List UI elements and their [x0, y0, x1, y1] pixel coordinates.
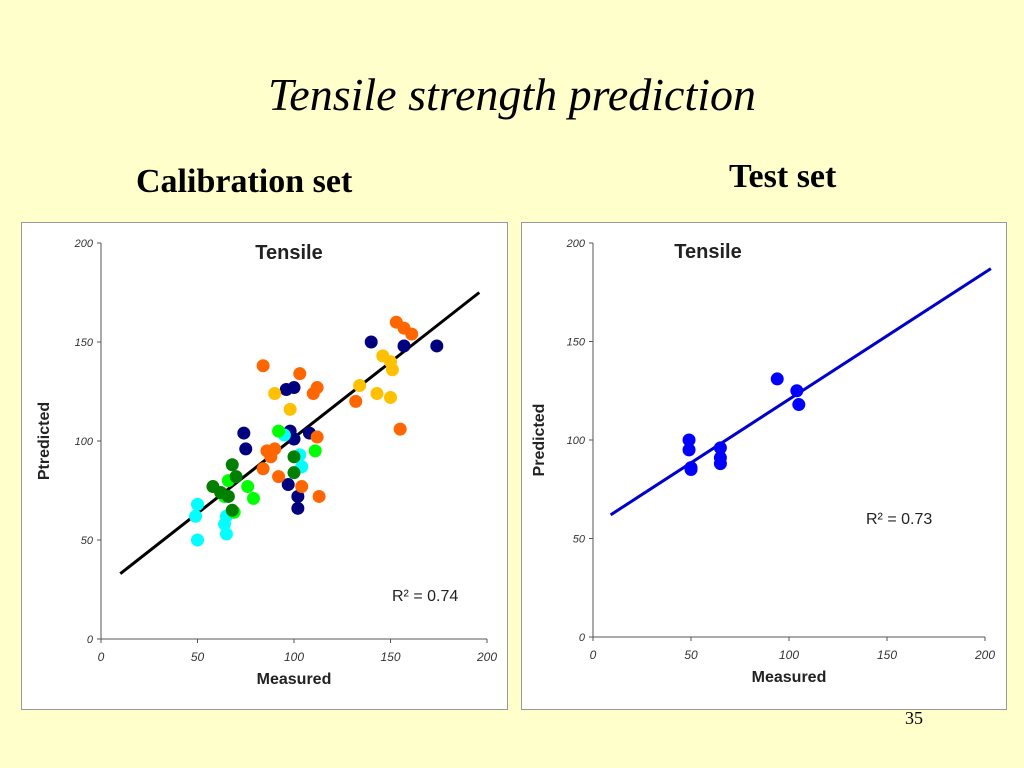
x-tick-label: 0 [98, 650, 105, 664]
data-point [295, 480, 309, 494]
data-point [246, 491, 260, 505]
test-scatter-chart: 0 50 100 150 200 0 50 100 150 200 Tensile Measured P… [531, 238, 995, 686]
r-squared-annotation: R² = 0.74 [392, 588, 458, 605]
data-point [291, 501, 305, 515]
data-point [370, 386, 384, 400]
data-point [225, 458, 239, 472]
data-point [293, 367, 307, 381]
data-point [405, 327, 419, 341]
x-tick-label: 150 [877, 648, 897, 662]
data-point [272, 470, 286, 484]
data-point [283, 402, 297, 416]
data-point [239, 442, 253, 456]
data-point [770, 372, 784, 386]
data-point [291, 489, 305, 503]
x-tick-label: 100 [779, 648, 799, 662]
data-point [384, 390, 397, 404]
data-point [393, 422, 407, 436]
data-point [237, 426, 251, 440]
x-tick-label: 100 [284, 650, 304, 664]
data-point [225, 503, 239, 517]
data-point [682, 443, 696, 457]
calibration-scatter-chart: 0 50 100 150 200 0 50 100 150 200 Tensile Measured P… [36, 238, 497, 688]
data-point [684, 463, 698, 477]
x-tick-label: 200 [974, 648, 995, 662]
y-tick-label: 200 [74, 238, 94, 250]
data-point [272, 424, 286, 438]
data-point [682, 433, 696, 447]
y-axis-label: Predicted [531, 404, 548, 477]
x-tick-label: 0 [590, 648, 597, 662]
data-point [353, 379, 367, 393]
data-point [310, 430, 324, 444]
data-point [191, 497, 204, 511]
data-point [397, 339, 411, 353]
data-point [792, 398, 806, 412]
data-point [219, 527, 233, 541]
x-tick-label: 150 [380, 650, 400, 664]
data-point [790, 384, 804, 398]
x-tick-label: 50 [684, 648, 698, 662]
data-point [189, 509, 203, 523]
chart-title: Tensile [674, 241, 741, 263]
y-tick-label: 100 [75, 436, 94, 448]
data-point [256, 462, 270, 476]
x-axis-label: Measured [752, 669, 827, 686]
data-point [287, 450, 301, 464]
data-point [713, 457, 727, 471]
y-tick-label: 0 [87, 634, 94, 646]
test-set-label: Test set [729, 158, 837, 195]
data-point [308, 444, 322, 458]
data-point [287, 381, 301, 395]
x-tick-label: 200 [476, 650, 497, 664]
data-point [229, 470, 243, 484]
data-point [385, 363, 399, 377]
y-tick-label: 50 [573, 534, 586, 546]
data-point [364, 335, 378, 349]
data-point [281, 478, 295, 492]
page-number: 35 [905, 708, 923, 728]
chart-title: Tensile [255, 242, 322, 264]
y-tick-label: 0 [579, 632, 586, 644]
test-chart-panel: 0 50 100 150 200 0 50 100 150 200 Tensile Measured P… [521, 222, 1007, 710]
y-tick-label: 50 [81, 535, 94, 547]
trend-line [119, 291, 481, 575]
data-point [310, 381, 324, 395]
y-tick-label: 150 [75, 337, 94, 349]
data-point [256, 359, 270, 373]
y-tick-label: 150 [567, 337, 586, 349]
y-tick-label: 200 [566, 238, 586, 250]
data-point [349, 394, 363, 408]
x-axis-label: Measured [257, 671, 332, 688]
x-tick-label: 50 [191, 650, 205, 664]
data-point [218, 517, 232, 531]
data-point [268, 386, 282, 400]
r-squared-annotation: R² = 0.73 [866, 511, 932, 528]
calibration-set-label: Calibration set [136, 163, 353, 200]
y-axis-label: Ptredicted [36, 402, 53, 480]
data-point [430, 339, 444, 353]
data-point [713, 441, 727, 455]
data-point [241, 480, 255, 494]
calibration-chart-panel: 0 50 100 150 200 0 50 100 150 200 Tensile Measured P… [21, 222, 508, 710]
data-point [312, 489, 326, 503]
y-tick-label: 100 [567, 435, 586, 447]
data-point [191, 533, 204, 547]
data-point [221, 489, 235, 503]
slide-title: Tensile strength prediction [267, 69, 757, 120]
data-point [287, 466, 301, 480]
data-point [260, 444, 274, 458]
